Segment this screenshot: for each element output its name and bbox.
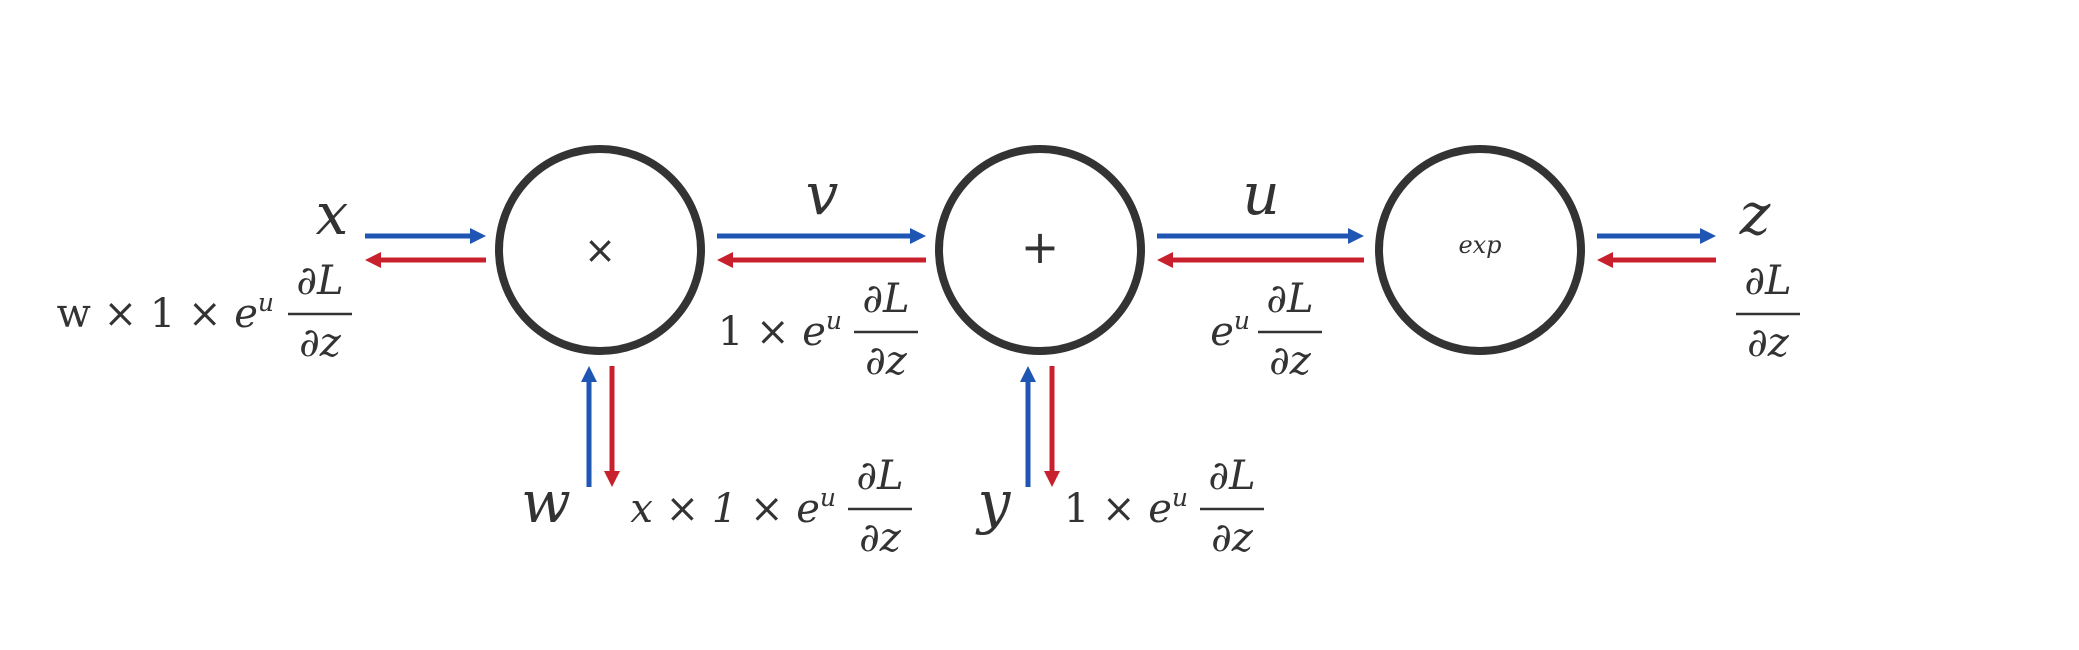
gradient-y-prefix: 1 × [1064,486,1148,532]
gradient-w-expression: x × 1 × eu [630,483,836,532]
forward-arrowhead-y [1020,366,1036,382]
node-add-circle [935,145,1145,355]
forward-arrowhead-w [581,366,597,382]
node-exp-circle [1375,145,1585,355]
gradient-y-exp-base: e [1148,486,1172,532]
backward-arrowhead-z [1597,252,1613,268]
forward-arrowhead-z [1700,228,1716,244]
gradient-x: w × 1 × eu ∂L ∂z [57,258,352,366]
var-v-label: v [806,160,839,228]
gradient-w-prefix: x × 1 × [630,486,796,532]
backward-arrowhead-x [365,252,381,268]
forward-arrowhead-u [1348,228,1364,244]
gradient-y-expression: 1 × eu [1064,483,1188,532]
gradient-x-prefix: w × 1 × [57,291,235,337]
node-multiply-symbol: × [584,228,616,272]
gradient-z-denominator: ∂z [1747,320,1790,366]
node-multiply-circle [495,145,705,355]
gradient-v-numerator: ∂L [862,276,909,322]
var-w-label: w [521,468,571,536]
gradient-y-numerator: ∂L [1208,453,1255,499]
gradient-w: x × 1 × eu ∂L ∂z [630,453,912,561]
node-add: + [935,145,1145,355]
var-u-label: u [1242,160,1279,228]
gradient-z-numerator: ∂L [1744,258,1791,304]
gradient-z: ∂L ∂z [1736,258,1800,366]
var-y-label: y [975,468,1012,536]
gradient-u-exp-base: e [1210,309,1234,355]
gradient-u-exp-power: u [1234,306,1250,335]
gradient-u: eu ∂L ∂z [1210,276,1322,384]
backward-arrowhead-y [1044,471,1060,487]
gradient-y-exp-power: u [1172,483,1188,512]
gradient-v-exp-power: u [826,306,842,335]
forward-arrowhead-x [470,228,486,244]
backward-arrowhead-v [717,252,733,268]
forward-arrowhead-v [910,228,926,244]
gradient-x-exp-base: e [234,291,258,337]
gradient-x-exp-power: u [258,288,274,317]
gradient-x-denominator: ∂z [299,320,342,366]
gradient-x-expression: w × 1 × eu [57,288,274,337]
backward-arrows [365,252,1716,487]
gradient-u-expression: eu [1210,306,1250,355]
backward-arrowhead-w [604,471,620,487]
gradient-w-exp-base: e [796,486,820,532]
gradient-y: 1 × eu ∂L ∂z [1064,453,1264,561]
gradient-w-exp-power: u [820,483,836,512]
gradient-v-prefix: 1 × [718,309,802,355]
gradient-v: 1 × eu ∂L ∂z [718,276,918,384]
gradient-v-exp-base: e [802,309,826,355]
gradient-w-numerator: ∂L [856,453,903,499]
gradient-y-denominator: ∂z [1211,515,1254,561]
gradient-w-denominator: ∂z [859,515,902,561]
gradient-x-numerator: ∂L [296,258,343,304]
var-x-label: x [316,180,349,248]
gradient-v-denominator: ∂z [865,338,908,384]
node-exp: exp [1375,145,1585,355]
node-multiply: × [495,145,705,355]
node-add-symbol: + [1021,220,1060,274]
var-z-label: z [1739,180,1771,248]
gradient-u-denominator: ∂z [1269,338,1312,384]
backward-arrowhead-u [1157,252,1173,268]
forward-arrows [365,228,1716,487]
gradient-v-expression: 1 × eu [718,306,842,355]
gradient-u-numerator: ∂L [1266,276,1313,322]
node-exp-symbol: exp [1458,231,1501,259]
